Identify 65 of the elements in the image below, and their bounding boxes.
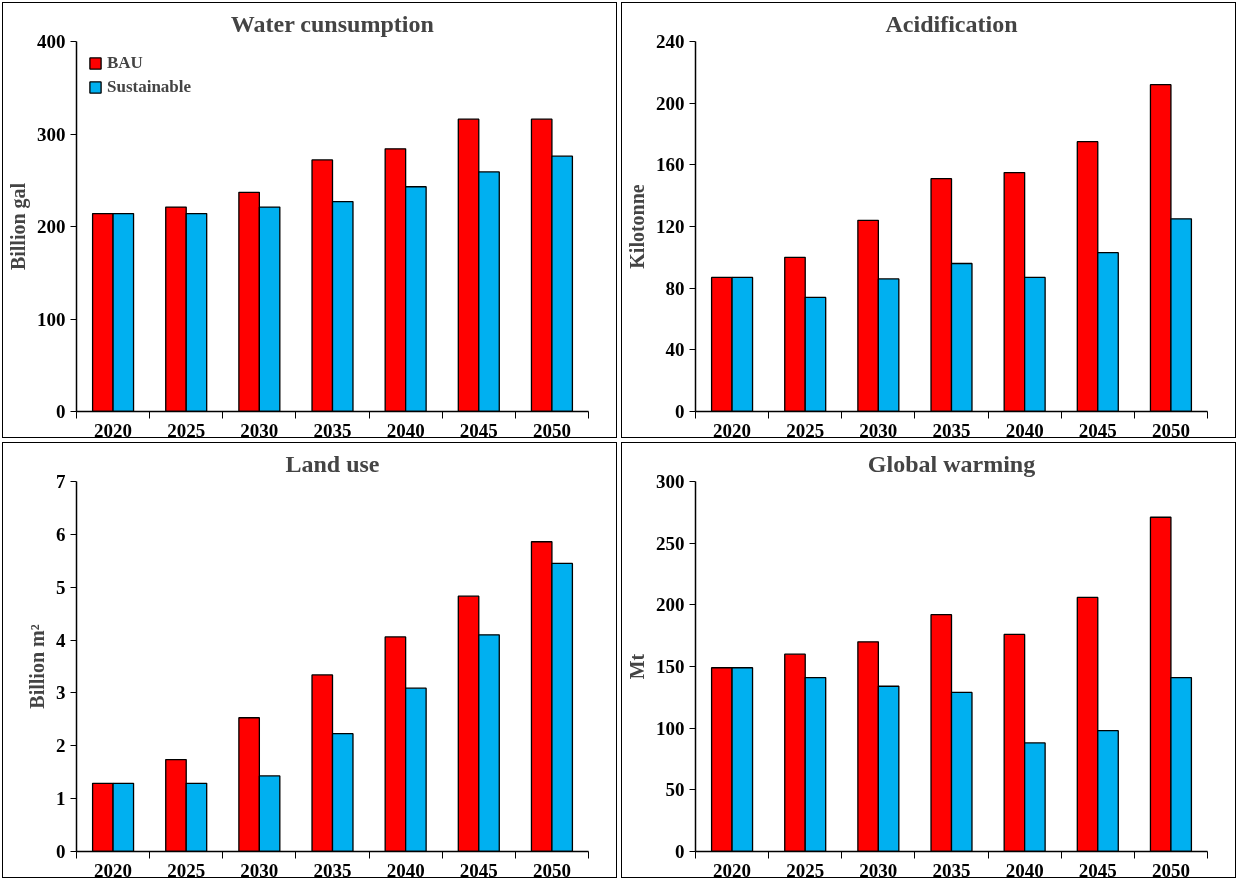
y-tick-label: 150 [656, 656, 685, 677]
x-tick-label: 2030 [859, 419, 898, 441]
x-tick-label: 2040 [1005, 419, 1044, 441]
x-tick-label: 2030 [240, 419, 279, 441]
x-tick-label: 2050 [532, 419, 571, 441]
x-tick-label: 2025 [786, 419, 825, 441]
y-tick-label: 400 [37, 31, 66, 52]
chart-title: Acidification [885, 10, 1018, 37]
y-tick-label: 160 [656, 154, 685, 176]
x-tick-label: 2040 [1005, 859, 1044, 881]
y-tick-label: 3 [56, 682, 66, 704]
x-tick-label: 2045 [1078, 419, 1117, 441]
y-tick-label: 50 [665, 779, 685, 801]
x-tick-label: 2025 [167, 859, 206, 881]
y-tick-label: 120 [656, 216, 685, 237]
x-tick-label: 2030 [859, 859, 898, 881]
y-tick-label: 100 [37, 308, 66, 330]
y-axis-title: Mt [626, 653, 648, 680]
y-tick-label: 300 [37, 123, 66, 145]
x-tick-label: 2045 [459, 419, 498, 441]
y-tick-label: 0 [56, 841, 66, 862]
x-tick-label: 2045 [1078, 859, 1117, 881]
y-tick-label: 1 [56, 788, 66, 810]
x-tick-label: 2035 [313, 859, 352, 881]
x-tick-label: 2025 [167, 419, 206, 441]
y-tick-label: 240 [656, 31, 685, 52]
y-axis-title: Billion gal [7, 182, 30, 271]
chart-title: Land use [285, 450, 380, 477]
x-tick-label: 2020 [94, 419, 133, 441]
y-axis-title: Billion m² [26, 624, 48, 709]
x-tick-label: 2050 [1151, 859, 1190, 881]
chart-title: Water cunsumption [230, 10, 434, 37]
x-tick-label: 2030 [240, 859, 279, 881]
x-tick-label: 2035 [932, 419, 971, 441]
x-tick-label: 2035 [932, 859, 971, 881]
y-tick-label: 2 [56, 735, 66, 757]
y-tick-label: 6 [56, 523, 66, 545]
x-tick-label: 2020 [713, 419, 752, 441]
y-tick-label: 200 [656, 594, 685, 616]
x-tick-label: 2050 [532, 859, 571, 881]
y-tick-label: 250 [656, 532, 685, 554]
y-tick-label: 5 [56, 576, 66, 598]
y-tick-label: 0 [56, 401, 66, 422]
y-tick-label: 0 [675, 401, 685, 422]
y-tick-label: 100 [656, 717, 685, 739]
y-tick-label: 40 [665, 339, 685, 361]
chart-title: Global warming [867, 450, 1036, 477]
y-axis-title: Kilotonne [626, 184, 648, 269]
x-tick-label: 2040 [386, 419, 425, 441]
legend-label: BAU [107, 53, 143, 73]
x-tick-label: 2035 [313, 419, 352, 441]
x-tick-label: 2040 [386, 859, 425, 881]
x-tick-label: 2045 [459, 859, 498, 881]
y-tick-label: 200 [656, 92, 685, 114]
x-tick-label: 2025 [786, 859, 825, 881]
y-tick-label: 7 [56, 471, 66, 492]
x-tick-label: 2050 [1151, 419, 1190, 441]
y-tick-label: 200 [37, 216, 66, 237]
y-tick-label: 4 [56, 629, 66, 651]
x-tick-label: 2020 [713, 859, 752, 881]
y-tick-label: 300 [656, 471, 685, 492]
x-tick-label: 2020 [94, 859, 133, 881]
y-tick-label: 0 [675, 841, 685, 862]
y-tick-label: 80 [665, 277, 685, 299]
legend-label: Sustainable [107, 77, 192, 97]
